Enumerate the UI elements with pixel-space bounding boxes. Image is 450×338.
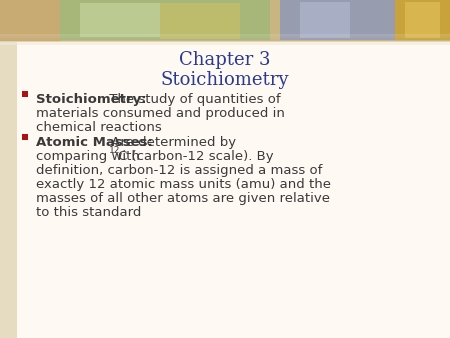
Text: to this standard: to this standard [36,206,141,219]
Text: masses of all other atoms are given relative: masses of all other atoms are given rela… [36,192,330,205]
Bar [270,0,280,42]
Bar [0,38,450,39]
Bar [405,2,440,38]
Bar [160,3,240,39]
Bar [395,0,450,40]
Text: Atomic Masses:: Atomic Masses: [36,136,153,149]
Bar [0,40,450,41]
Text: The study of quantities of: The study of quantities of [105,93,281,106]
Bar [0,34,450,35]
Bar [22,91,28,97]
Bar [280,0,395,40]
Text: chemical reactions: chemical reactions [36,121,162,134]
Bar [0,41,450,45]
Bar [0,39,450,40]
Bar [0,37,450,38]
Text: comparing with: comparing with [36,150,144,163]
Text: C (carbon-12 scale). By: C (carbon-12 scale). By [118,150,274,163]
Bar [0,0,60,42]
Text: definition, carbon-12 is assigned a mass of: definition, carbon-12 is assigned a mass… [36,164,322,177]
Text: exactly 12 atomic mass units (amu) and the: exactly 12 atomic mass units (amu) and t… [36,178,331,191]
Text: 12: 12 [109,146,121,155]
Bar [0,41,450,42]
Text: Stoichiometry: Stoichiometry [161,71,289,89]
Text: Are determined by: Are determined by [107,136,236,149]
Bar [22,134,28,140]
Bar [80,3,160,37]
Bar [0,36,450,37]
Text: materials consumed and produced in: materials consumed and produced in [36,107,285,120]
Bar [60,0,270,40]
Bar [0,35,450,36]
Bar [300,2,350,38]
Text: Stoichiometry:: Stoichiometry: [36,93,147,106]
Bar [0,42,17,338]
Bar [0,0,450,42]
Text: Chapter 3: Chapter 3 [179,51,271,69]
